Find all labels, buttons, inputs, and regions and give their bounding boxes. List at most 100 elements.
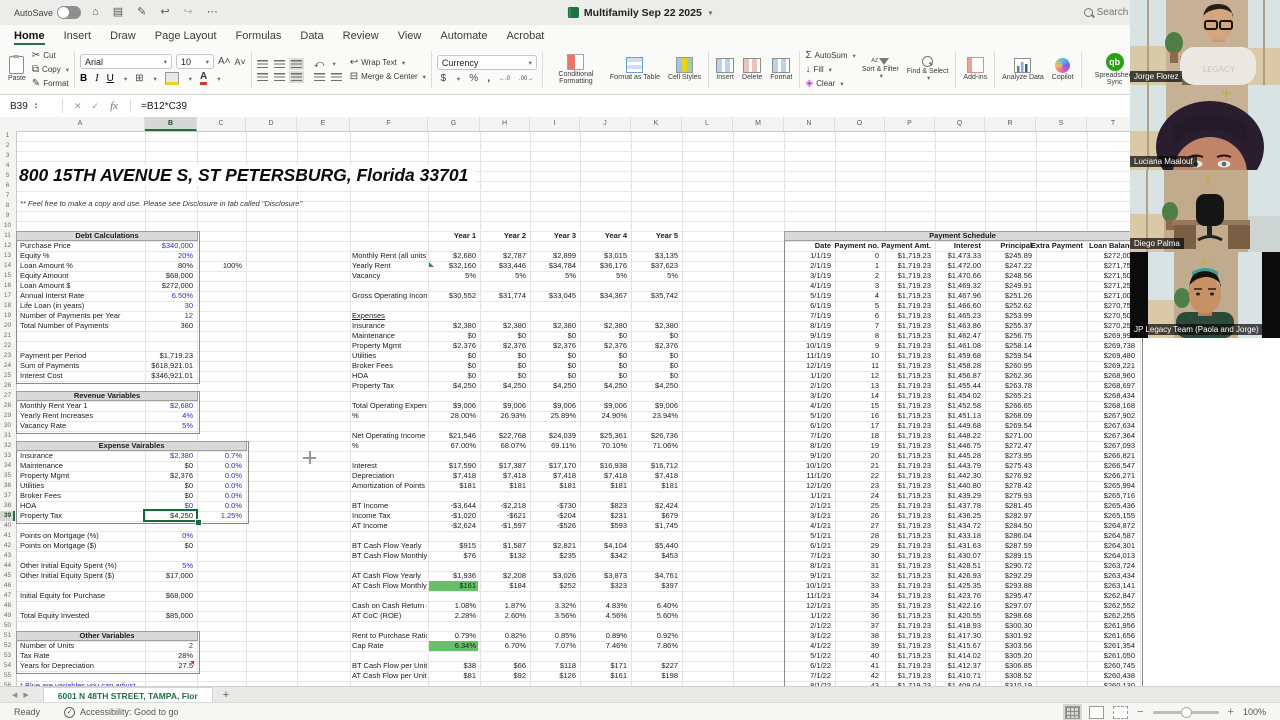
cell-value[interactable]: $0	[184, 481, 193, 490]
cell-value[interactable]: 30	[184, 301, 193, 310]
cell-value[interactable]: $252	[559, 581, 576, 590]
column-header-H[interactable]: H	[480, 117, 530, 131]
cell-value[interactable]: $92	[513, 671, 526, 680]
cell-value[interactable]: $266.65	[1004, 401, 1032, 410]
cell-value[interactable]: 71.06%	[652, 441, 678, 450]
cell-value[interactable]: $1,719.23	[897, 541, 931, 550]
cell-value[interactable]: $16,938	[599, 461, 627, 470]
cell-value[interactable]: $271,258	[1103, 281, 1135, 290]
bold-button[interactable]: B	[80, 73, 88, 84]
cell-value[interactable]: $2,380	[655, 321, 678, 330]
cell-value[interactable]: 9/1/20	[810, 451, 831, 460]
cell-value[interactable]: $1,467.96	[947, 291, 981, 300]
row-header-49[interactable]: 49	[3, 612, 12, 619]
cell-value[interactable]: 10	[870, 351, 879, 360]
cell-value[interactable]: 5	[874, 301, 879, 310]
cell-value[interactable]: -$2,624	[450, 521, 476, 530]
cell-value[interactable]: 1/1/19	[810, 251, 831, 260]
cell-value[interactable]: $17,000	[165, 571, 193, 580]
cell-value[interactable]: $1,719.23	[897, 501, 931, 510]
cell-styles-button[interactable]: Cell Styles	[666, 56, 703, 82]
cell-value[interactable]: 12/1/19	[805, 361, 831, 370]
cell-value[interactable]: $323	[610, 581, 627, 590]
cell-value[interactable]: $266,821	[1103, 451, 1135, 460]
cell-value[interactable]: 17	[870, 421, 879, 430]
cell-value[interactable]: $269,221	[1103, 361, 1135, 370]
cell-value[interactable]: $264,013	[1103, 551, 1135, 560]
cell-value[interactable]: $0	[567, 351, 576, 360]
video-tile[interactable]: LEGACY Jorge Florez	[1130, 0, 1280, 85]
cell-value[interactable]: $7,418	[503, 471, 526, 480]
cell-value[interactable]: $1,449.68	[947, 421, 981, 430]
cell-value[interactable]: $4,250	[655, 381, 678, 390]
borders-icon[interactable]: ⊞	[135, 73, 144, 84]
cell-value[interactable]: $1,719.23	[897, 281, 931, 290]
cell-value[interactable]: 12	[184, 311, 193, 320]
cell-value[interactable]: 10/1/20	[805, 461, 831, 470]
cell-value[interactable]: 1.87%	[504, 601, 526, 610]
cell-value[interactable]: 7/1/19	[810, 311, 831, 320]
cell-value[interactable]: $7,418	[604, 471, 627, 480]
cell-value[interactable]: $268,168	[1103, 401, 1135, 410]
cell-value[interactable]: $2,380	[453, 321, 476, 330]
redo-icon[interactable]: ↪	[183, 6, 193, 18]
row-header-8[interactable]: 8	[5, 202, 10, 209]
cell-value[interactable]: 11/1/19	[806, 351, 831, 360]
cell-value[interactable]: $1,587	[503, 541, 526, 550]
cell-value[interactable]: $253.99	[1004, 311, 1032, 320]
cell-value[interactable]: $2,380	[553, 321, 576, 330]
cell-value[interactable]: $0	[467, 371, 476, 380]
cell-value[interactable]: $2,787	[503, 251, 526, 260]
column-header-I[interactable]: I	[530, 117, 580, 131]
cell-value[interactable]: 30	[870, 551, 879, 560]
row-header-27[interactable]: 27	[3, 392, 12, 399]
column-header-P[interactable]: P	[885, 117, 935, 131]
decrease-decimal-icon[interactable]: .00→	[519, 75, 534, 82]
cell-value[interactable]: $4,250	[170, 511, 193, 520]
cell-value[interactable]: $276.92	[1004, 471, 1032, 480]
cell-value[interactable]: $1,719.23	[897, 331, 931, 340]
cell-value[interactable]: 12	[870, 371, 879, 380]
cell-value[interactable]: $292.29	[1004, 571, 1032, 580]
cell-value[interactable]: $1,426.93	[947, 571, 981, 580]
cell-value[interactable]: 25.89%	[550, 411, 576, 420]
cell-value[interactable]: 5%	[465, 271, 476, 280]
row-header-37[interactable]: 37	[3, 492, 12, 499]
cell-value[interactable]: $1,430.07	[947, 551, 981, 560]
cell-value[interactable]: $1,431.63	[947, 541, 981, 550]
cell-value[interactable]: $262,255	[1103, 611, 1135, 620]
cell-value[interactable]: $270,505	[1103, 311, 1135, 320]
cell-value[interactable]: $1,428.51	[947, 561, 981, 570]
zoom-slider-knob[interactable]	[1180, 706, 1192, 718]
row-header-32[interactable]: 32	[3, 442, 12, 449]
row-header-53[interactable]: 53	[3, 652, 12, 659]
cell-value[interactable]: $1,719.23	[897, 531, 931, 540]
row-header-46[interactable]: 46	[3, 582, 12, 589]
cell-value[interactable]: 5%	[182, 561, 193, 570]
cell-value[interactable]: $198	[661, 671, 678, 680]
page-break-view-icon[interactable]	[1113, 705, 1129, 719]
cell-value[interactable]: 20%	[177, 251, 193, 260]
row-header-16[interactable]: 16	[3, 282, 12, 289]
cell-value[interactable]: 9	[874, 341, 879, 350]
cell-value[interactable]: 6/1/20	[810, 421, 831, 430]
cell-value[interactable]: $1,422.16	[947, 601, 981, 610]
cell-value[interactable]: 12/1/21	[805, 601, 831, 610]
cell-value[interactable]: $5,440	[655, 541, 678, 550]
cell-value[interactable]: 25	[870, 501, 879, 510]
cell-value[interactable]: 3	[874, 281, 879, 290]
row-header-43[interactable]: 43	[3, 552, 12, 559]
row-header-34[interactable]: 34	[3, 462, 12, 469]
zoom-out-icon[interactable]: −	[1137, 706, 1144, 718]
cell-value[interactable]: $0	[184, 541, 193, 550]
cell-value[interactable]: $1,719.23	[897, 511, 931, 520]
cell-value[interactable]: $1,412.37	[947, 661, 981, 670]
cell-value[interactable]: -$1,020	[450, 511, 476, 520]
column-header-K[interactable]: K	[631, 117, 682, 131]
cell-value[interactable]: $1,719.23	[897, 521, 931, 530]
cell-value[interactable]: $265,994	[1103, 481, 1135, 490]
insert-function-icon[interactable]: fx	[110, 100, 119, 112]
cell-value[interactable]: $1,469.32	[947, 281, 981, 290]
cell-value[interactable]: $0	[669, 331, 678, 340]
